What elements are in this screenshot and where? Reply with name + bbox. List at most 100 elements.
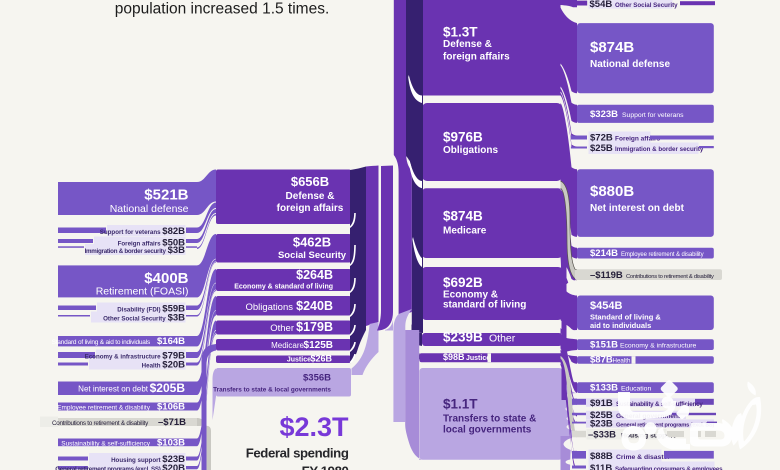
svg-text:$179B: $179B — [296, 320, 333, 334]
svg-text:$976B: $976B — [443, 130, 483, 145]
svg-text:$133B: $133B — [590, 383, 618, 394]
svg-text:–$119B: –$119B — [590, 270, 623, 281]
svg-text:Foreign affairs: Foreign affairs — [615, 136, 661, 143]
svg-text:Immigration & border security: Immigration & border security — [615, 146, 704, 153]
svg-text:Economy & infrastructure: Economy & infrastructure — [85, 354, 162, 361]
svg-text:$25B: $25B — [590, 410, 613, 421]
svg-text:Obligations: Obligations — [443, 145, 498, 156]
svg-text:Housing support: Housing support — [621, 433, 676, 440]
svg-text:$79B: $79B — [162, 351, 185, 362]
svg-text:Sustainability & self-sufficie: Sustainability & self-sufficiency — [61, 440, 151, 447]
svg-text:$82B: $82B — [162, 226, 185, 237]
svg-text:population increased 1.5 times: population increased 1.5 times. — [115, 1, 330, 18]
svg-text:$106B: $106B — [157, 402, 185, 413]
svg-text:Sustainability & self-sufficie: Sustainability & self-sufficiency — [616, 401, 703, 408]
svg-text:Justice: Justice — [287, 357, 311, 364]
svg-text:National defense: National defense — [590, 59, 670, 70]
svg-text:Disability (FDI): Disability (FDI) — [117, 307, 160, 314]
svg-text:standard of living: standard of living — [443, 300, 526, 311]
svg-text:$91B: $91B — [590, 398, 613, 409]
svg-text:Standard of living & aid to in: Standard of living & aid to individuals — [52, 339, 151, 346]
svg-text:National defense: National defense — [110, 203, 189, 215]
svg-text:foreign affairs: foreign affairs — [277, 203, 344, 214]
svg-text:Employee retirement & disabili: Employee retirement & disability — [621, 252, 704, 258]
svg-text:$23B: $23B — [590, 419, 613, 430]
svg-text:Other Social Security: Other Social Security — [103, 316, 166, 323]
svg-text:Retirement (FOASI): Retirement (FOASI) — [96, 286, 189, 298]
svg-text:$3B: $3B — [168, 245, 186, 256]
svg-text:Support for veterans: Support for veterans — [100, 229, 161, 236]
svg-text:Obligations: Obligations — [245, 302, 293, 313]
svg-text:Education: Education — [621, 386, 651, 393]
svg-text:$59B: $59B — [162, 304, 185, 315]
svg-text:$692B: $692B — [443, 275, 483, 290]
svg-text:$874B: $874B — [590, 39, 634, 56]
svg-text:Defense &: Defense & — [286, 191, 335, 202]
svg-text:$264B: $264B — [296, 268, 333, 282]
svg-text:$356B: $356B — [303, 373, 331, 384]
svg-text:$240B: $240B — [296, 299, 333, 313]
svg-text:foreign affairs: foreign affairs — [443, 52, 510, 63]
svg-text:$151B: $151B — [590, 340, 618, 351]
svg-text:Contributions to retirement &: Contributions to retirement & disability — [52, 420, 149, 427]
svg-text:$2.3T: $2.3T — [279, 412, 349, 442]
svg-text:Defense &: Defense & — [443, 39, 492, 50]
svg-text:$880B: $880B — [590, 183, 634, 200]
svg-text:$205B: $205B — [150, 381, 186, 395]
svg-text:$88B: $88B — [590, 451, 613, 462]
svg-text:$72B: $72B — [590, 133, 613, 144]
svg-text:$462B: $462B — [293, 235, 331, 250]
svg-text:Crime & disaster: Crime & disaster — [616, 454, 670, 461]
svg-text:Health: Health — [613, 357, 631, 364]
svg-text:$103B: $103B — [157, 438, 185, 449]
svg-text:Economy &: Economy & — [443, 290, 498, 301]
svg-text:Social Security: Social Security — [278, 250, 347, 261]
svg-text:$214B: $214B — [590, 248, 618, 259]
svg-text:$23B: $23B — [162, 454, 185, 465]
svg-text:Transfers to state & local gov: Transfers to state & local governments — [213, 387, 331, 394]
svg-text:Medicare: Medicare — [271, 341, 304, 350]
svg-text:$98B: $98B — [443, 352, 465, 362]
svg-text:$521B: $521B — [144, 187, 188, 204]
svg-text:Immigration & border security: Immigration & border security — [85, 248, 167, 255]
svg-text:Federal spending: Federal spending — [246, 446, 349, 461]
svg-text:$25B: $25B — [590, 143, 613, 154]
svg-text:$1.3T: $1.3T — [443, 25, 478, 40]
svg-text:Housing support: Housing support — [111, 457, 161, 464]
svg-text:Safeguarding consumers & emplo: Safeguarding consumers & employees — [615, 466, 723, 470]
svg-text:local governments: local governments — [443, 425, 532, 436]
svg-text:Net interest on debt: Net interest on debt — [590, 203, 685, 214]
svg-text:Medicare: Medicare — [443, 226, 487, 237]
svg-text:–$33B: –$33B — [588, 430, 616, 441]
svg-text:$87B: $87B — [590, 354, 613, 365]
svg-text:$164B: $164B — [157, 336, 185, 347]
svg-text:Foreign affairs: Foreign affairs — [118, 241, 162, 248]
svg-text:Justice: Justice — [466, 355, 490, 362]
svg-text:Contributions to retirement &: Contributions to retirement & disability — [626, 274, 714, 280]
svg-text:Standard of living &: Standard of living & — [590, 313, 661, 322]
svg-text:$400B: $400B — [144, 270, 188, 287]
svg-text:General retirement programs (e: General retirement programs (excl. SS) — [55, 466, 161, 470]
svg-text:Transfers to state &: Transfers to state & — [443, 414, 536, 425]
svg-text:aid to individuals: aid to individuals — [590, 321, 651, 330]
svg-text:$26B: $26B — [310, 354, 332, 364]
svg-text:$54B: $54B — [590, 0, 613, 10]
svg-text:$3B: $3B — [168, 313, 186, 324]
svg-text:$125B: $125B — [304, 340, 333, 351]
svg-text:$454B: $454B — [590, 300, 622, 312]
svg-text:–$71B: –$71B — [158, 417, 186, 428]
svg-text:Other: Other — [489, 333, 516, 345]
svg-text:Employee retirement & disabili: Employee retirement & disability — [57, 404, 151, 411]
svg-text:$1.1T: $1.1T — [443, 397, 478, 412]
svg-text:Economy & standard of living: Economy & standard of living — [234, 284, 333, 291]
svg-text:$50B: $50B — [162, 238, 185, 249]
svg-text:Other: Other — [270, 323, 294, 334]
svg-text:$239B: $239B — [443, 330, 483, 345]
svg-text:$20B: $20B — [162, 360, 185, 371]
svg-text:$874B: $874B — [443, 209, 483, 224]
svg-text:General retirement programs (e: General retirement programs (excl. SS) — [616, 423, 714, 429]
svg-text:Health: Health — [142, 363, 161, 370]
svg-text:$11B: $11B — [590, 463, 612, 470]
svg-text:Net interest on debt: Net interest on debt — [78, 385, 149, 394]
svg-text:Support for veterans: Support for veterans — [622, 112, 684, 119]
